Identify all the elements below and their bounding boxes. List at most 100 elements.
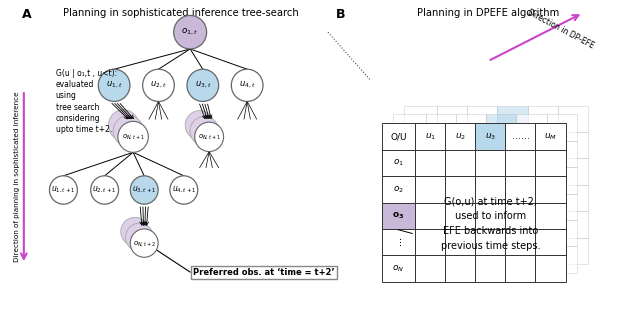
Circle shape xyxy=(131,176,158,204)
Bar xyxy=(536,150,566,176)
Bar xyxy=(467,106,497,132)
Bar xyxy=(536,255,566,282)
Bar xyxy=(497,106,527,132)
Bar xyxy=(497,132,527,158)
Text: Direction in DP-EFE: Direction in DP-EFE xyxy=(526,8,595,50)
Bar xyxy=(536,123,566,150)
Bar xyxy=(476,255,506,282)
Text: $u_{3,t}$: $u_{3,t}$ xyxy=(195,80,211,90)
Bar xyxy=(456,114,486,141)
Text: $o_{1,t}$: $o_{1,t}$ xyxy=(181,27,199,37)
Bar xyxy=(516,167,547,194)
Bar xyxy=(486,114,516,141)
Bar xyxy=(536,176,566,203)
Bar xyxy=(516,220,547,246)
Text: Planning in DPEFE algorithm: Planning in DPEFE algorithm xyxy=(417,8,559,18)
Bar xyxy=(557,158,588,185)
Bar xyxy=(516,141,547,167)
Bar xyxy=(415,229,445,255)
Text: $\ldots\ldots$: $\ldots\ldots$ xyxy=(511,132,530,141)
Bar xyxy=(506,123,536,150)
Bar xyxy=(486,141,516,167)
Bar xyxy=(476,150,506,176)
Text: $u_{1,t}$: $u_{1,t}$ xyxy=(106,80,122,90)
Text: $u_2$: $u_2$ xyxy=(454,131,466,142)
Circle shape xyxy=(49,176,77,204)
Bar xyxy=(557,238,588,264)
Bar xyxy=(467,132,497,158)
Bar xyxy=(506,150,536,176)
Bar xyxy=(426,246,456,273)
Bar xyxy=(393,114,426,141)
Bar xyxy=(557,211,588,238)
Bar xyxy=(516,114,547,141)
Bar xyxy=(497,185,527,211)
Text: Preferred obs. at ‘time = t+2’: Preferred obs. at ‘time = t+2’ xyxy=(193,268,335,277)
Circle shape xyxy=(190,116,219,146)
Bar xyxy=(456,246,486,273)
Bar xyxy=(426,114,456,141)
Bar xyxy=(382,176,415,203)
Bar xyxy=(415,123,445,150)
Bar xyxy=(467,158,497,185)
Bar xyxy=(547,167,577,194)
Circle shape xyxy=(118,121,148,152)
Bar xyxy=(527,211,557,238)
Circle shape xyxy=(231,69,263,101)
Bar xyxy=(445,176,476,203)
Bar xyxy=(467,185,497,211)
Bar xyxy=(415,255,445,282)
Bar xyxy=(527,158,557,185)
Bar xyxy=(415,176,445,203)
Text: $o_{N,t+1}$: $o_{N,t+1}$ xyxy=(122,132,145,141)
Bar xyxy=(437,158,467,185)
Text: $o_N$: $o_N$ xyxy=(392,263,404,274)
Bar xyxy=(437,106,467,132)
Circle shape xyxy=(121,217,148,246)
Text: $u_{4,t}$: $u_{4,t}$ xyxy=(239,80,255,90)
Text: $u_1$: $u_1$ xyxy=(424,131,436,142)
Bar xyxy=(393,167,426,194)
Bar xyxy=(382,150,415,176)
Bar xyxy=(516,246,547,273)
Bar xyxy=(445,123,476,150)
Bar xyxy=(497,211,527,238)
Bar xyxy=(437,185,467,211)
Text: A: A xyxy=(22,8,32,21)
Circle shape xyxy=(131,229,158,257)
Bar xyxy=(536,203,566,229)
Bar xyxy=(506,176,536,203)
Bar xyxy=(476,229,506,255)
Circle shape xyxy=(99,69,130,101)
Bar xyxy=(547,220,577,246)
Bar xyxy=(486,220,516,246)
Circle shape xyxy=(91,176,118,204)
Bar xyxy=(426,141,456,167)
Text: $o_1$: $o_1$ xyxy=(393,158,404,168)
Bar xyxy=(426,167,456,194)
Bar xyxy=(382,229,415,255)
Bar xyxy=(404,211,437,238)
Bar xyxy=(445,255,476,282)
Circle shape xyxy=(108,110,139,141)
Bar xyxy=(382,123,415,150)
Text: $u_{4,t+1}$: $u_{4,t+1}$ xyxy=(172,185,196,195)
Bar xyxy=(393,246,426,273)
Bar xyxy=(467,238,497,264)
Bar xyxy=(476,203,506,229)
Bar xyxy=(437,238,467,264)
Bar xyxy=(382,255,415,282)
Bar xyxy=(415,150,445,176)
Bar xyxy=(497,238,527,264)
Circle shape xyxy=(187,69,219,101)
Bar xyxy=(486,194,516,220)
Bar xyxy=(456,194,486,220)
Bar xyxy=(404,158,437,185)
Bar xyxy=(445,229,476,255)
Bar xyxy=(536,229,566,255)
Bar xyxy=(527,238,557,264)
Bar xyxy=(476,123,506,150)
Bar xyxy=(506,255,536,282)
Text: $u_{3,t+1}$: $u_{3,t+1}$ xyxy=(132,185,156,195)
Bar xyxy=(426,194,456,220)
